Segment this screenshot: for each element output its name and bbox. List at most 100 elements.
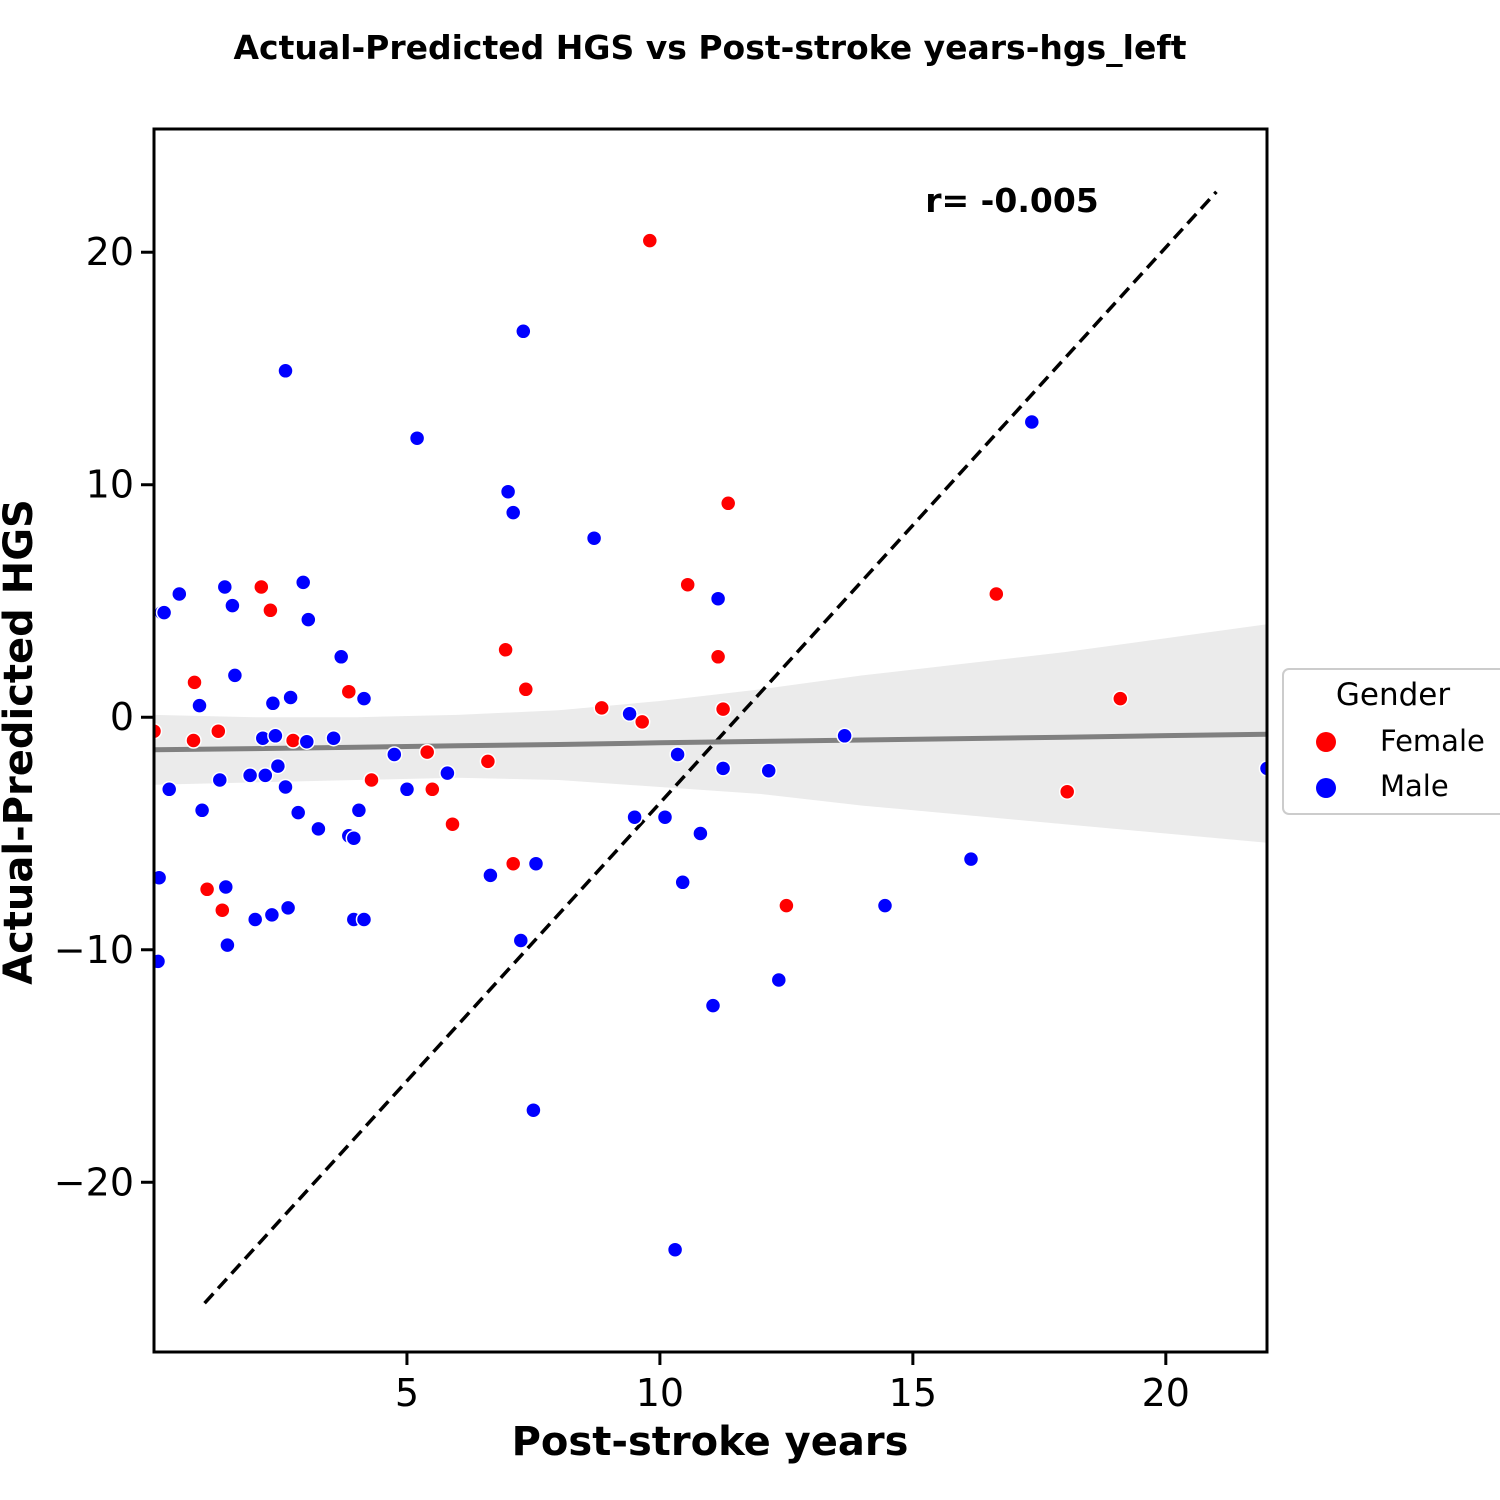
data-point-female — [479, 753, 497, 770]
data-point-male — [246, 911, 264, 928]
plot-frame — [152, 127, 1269, 1354]
data-point-male — [408, 429, 426, 447]
identity-reference-line — [203, 190, 1218, 1305]
data-point-male — [666, 1241, 684, 1258]
data-point-female — [340, 683, 358, 700]
data-point-male — [704, 997, 722, 1014]
data-point-male — [216, 578, 234, 596]
data-point-male — [482, 867, 499, 884]
correlation-annotation: r= -0.005 — [925, 181, 1099, 220]
data-point-female — [186, 674, 203, 691]
data-point-male — [876, 897, 894, 914]
data-point-male — [257, 767, 274, 784]
data-point-male — [656, 808, 674, 826]
data-point-male — [155, 604, 173, 621]
data-point-male — [386, 746, 403, 763]
data-point-male — [512, 932, 530, 949]
data-point-male — [527, 855, 545, 872]
data-point-female — [497, 641, 514, 659]
data-point-male — [836, 727, 853, 745]
data-point-male — [269, 757, 287, 775]
data-point-male — [626, 808, 643, 826]
data-point-male — [345, 829, 363, 847]
data-point-male — [277, 778, 294, 796]
plot-area — [154, 190, 1267, 1305]
data-point-male — [217, 878, 235, 896]
data-point-female — [1058, 783, 1076, 800]
y-tick-label: 20 — [86, 230, 134, 274]
data-point-female — [633, 713, 651, 731]
data-point-male — [962, 850, 980, 868]
y-tick-label: −10 — [54, 928, 134, 972]
data-point-male — [282, 689, 299, 706]
x-tick-label: 20 — [1142, 1371, 1190, 1415]
data-point-male — [1023, 413, 1041, 431]
data-point-female — [679, 576, 696, 593]
data-point-male — [398, 781, 416, 798]
data-point-female — [262, 602, 279, 619]
data-point-female — [253, 578, 270, 596]
data-point-female — [641, 232, 659, 249]
data-point-male — [300, 611, 317, 628]
data-point-female — [363, 771, 380, 789]
legend-marker-male — [1316, 778, 1336, 798]
x-tick-label: 15 — [889, 1371, 937, 1415]
data-point-female — [593, 699, 610, 717]
x-tick-label: 10 — [636, 1371, 684, 1415]
data-point-male — [294, 574, 312, 591]
data-point-female — [719, 495, 737, 512]
x-axis-ticks: 5 10 15 20 — [395, 1352, 1190, 1415]
data-point-male — [332, 648, 350, 666]
data-point-female — [284, 732, 302, 749]
regression-line — [154, 731, 1267, 753]
data-point-male — [585, 529, 603, 547]
legend-marker-female — [1316, 732, 1336, 752]
data-point-female — [418, 743, 436, 761]
data-point-male — [355, 690, 373, 707]
data-point-male — [224, 597, 241, 614]
data-point-female — [1112, 690, 1129, 707]
data-point-male — [279, 899, 297, 917]
data-point-male — [191, 697, 208, 714]
data-point-male — [289, 804, 307, 821]
data-point-male — [674, 874, 691, 891]
legend-title: Gender — [1336, 677, 1450, 713]
x-tick-label: 5 — [395, 1371, 419, 1415]
x-axis-label: Post-stroke years — [512, 1419, 909, 1465]
data-point-female — [709, 648, 727, 666]
legend: Gender Female Male — [1282, 668, 1500, 815]
data-point-male — [267, 727, 284, 745]
y-tick-label: 0 — [110, 695, 134, 739]
data-point-male — [241, 767, 259, 784]
data-point-female — [210, 722, 227, 740]
data-point-male — [692, 825, 709, 842]
data-point-female — [424, 781, 441, 798]
y-axis-label: Actual-Predicted HGS — [0, 499, 42, 985]
data-point-male — [709, 590, 727, 607]
data-point-male — [154, 869, 168, 886]
confidence-band — [154, 624, 1267, 843]
data-point-male — [160, 781, 178, 798]
y-axis-ticks: 20 10 0 −10 −20 — [54, 230, 154, 1204]
legend-label-male: Male — [1380, 769, 1449, 803]
data-point-female — [444, 815, 461, 833]
data-point-female — [214, 901, 231, 919]
data-point-male — [504, 504, 522, 521]
data-point-male — [154, 953, 167, 970]
data-point-male — [298, 733, 316, 750]
y-tick-label: 10 — [86, 463, 134, 507]
data-point-male — [226, 667, 244, 684]
data-point-female — [504, 855, 522, 872]
data-point-male — [310, 820, 327, 838]
data-point-male — [1258, 760, 1267, 777]
data-point-female — [517, 681, 535, 698]
data-point-male — [770, 971, 788, 989]
data-point-female — [198, 881, 216, 898]
legend-label-female: Female — [1380, 724, 1485, 758]
data-point-male — [325, 729, 342, 747]
data-point-male — [669, 746, 686, 763]
data-point-male — [277, 362, 294, 380]
data-point-female — [714, 700, 732, 718]
data-point-male — [263, 906, 281, 924]
